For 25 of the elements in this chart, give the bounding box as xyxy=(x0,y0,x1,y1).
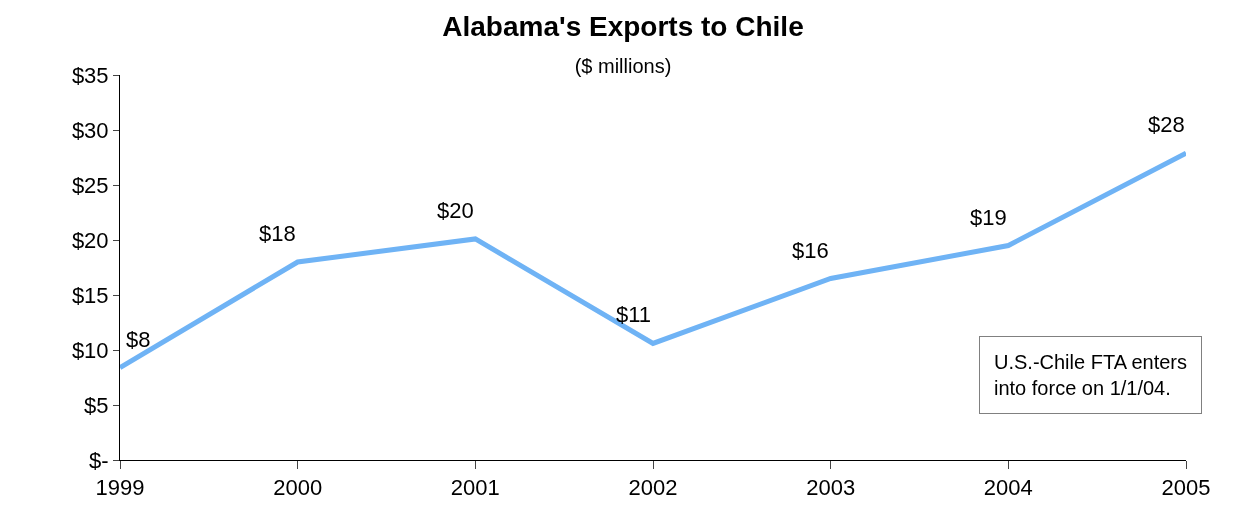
y-tick-label: $25 xyxy=(71,172,109,198)
data-label: $18 xyxy=(259,221,296,246)
x-tick-label: 2001 xyxy=(450,475,500,501)
data-label: $20 xyxy=(437,198,474,223)
y-tick-label: $30 xyxy=(71,117,109,143)
y-tick-label: $- xyxy=(89,447,109,473)
y-tick-label: $35 xyxy=(71,62,109,88)
x-tick-label: 2003 xyxy=(806,475,856,501)
x-tick-label: 2005 xyxy=(1161,475,1211,501)
data-label: $28 xyxy=(1148,112,1185,137)
data-label: $16 xyxy=(792,238,829,263)
annotation: U.S.-Chile FTA enters into force on 1/1/04. xyxy=(994,351,1188,399)
y-tick-label: $5 xyxy=(84,392,109,418)
data-label: $11 xyxy=(616,302,652,327)
x-tick-label: 2004 xyxy=(983,475,1033,501)
x-tick-label: 1999 xyxy=(95,475,145,501)
data-label: $8 xyxy=(126,327,151,352)
x-tick-label: 2000 xyxy=(273,475,323,501)
y-tick-label: $15 xyxy=(71,282,109,308)
x-tick-label: 2002 xyxy=(628,475,678,501)
data-label: $19 xyxy=(970,205,1007,230)
chart-subtitle: ($ millions) xyxy=(574,54,672,77)
y-tick-label: $20 xyxy=(71,227,109,253)
y-tick-label: $10 xyxy=(71,337,109,363)
chart-title: Alabama's Exports to Chile xyxy=(442,11,804,43)
